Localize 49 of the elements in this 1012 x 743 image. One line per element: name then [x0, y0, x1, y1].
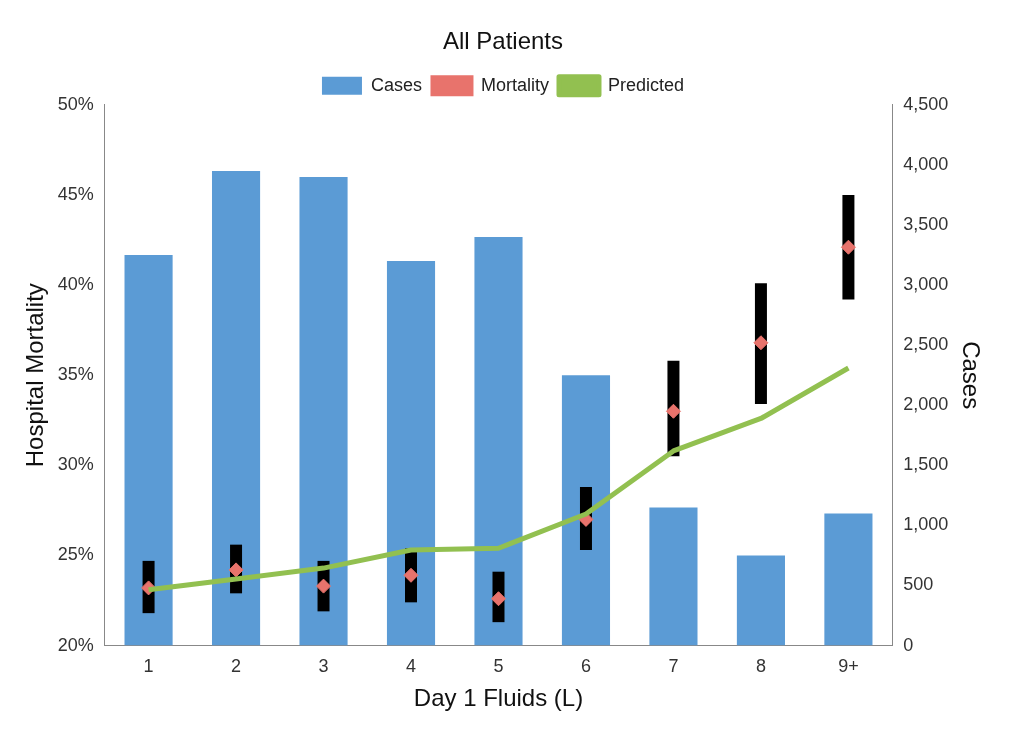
point [753, 335, 769, 351]
point [665, 403, 681, 419]
bar [124, 255, 173, 646]
y-tick-label: 40% [57, 274, 94, 295]
y-tick-label: 50% [57, 93, 94, 114]
y2-tick-label: 2,000 [903, 394, 949, 415]
y2-tick-label: 1,500 [903, 454, 949, 475]
point [840, 239, 856, 255]
y2-tick-label: 4,000 [903, 153, 949, 174]
x-tick-label: 9+ [838, 656, 859, 677]
y2-tick-label: 2,500 [903, 334, 949, 355]
bar [736, 555, 785, 646]
x-tick-label: 3 [318, 656, 329, 677]
point [403, 567, 419, 583]
bar [386, 261, 436, 646]
x-axis-title: Day 1 Fluids (L) [413, 684, 584, 712]
x-tick-label: 7 [668, 656, 679, 677]
y-axis-title: Hospital Mortality [21, 283, 49, 468]
bar [211, 170, 261, 646]
y2-tick-label: 1,000 [903, 514, 949, 535]
legend-label: Cases [370, 74, 422, 95]
x-tick-label: 1 [143, 656, 154, 677]
y2-tick-label: 4,500 [903, 93, 949, 114]
x-tick-label: 5 [493, 656, 504, 677]
point [228, 562, 244, 578]
y2-tick-label: 500 [903, 574, 934, 595]
y-tick-label: 35% [57, 364, 94, 385]
point [490, 591, 506, 607]
bar [824, 513, 873, 646]
y2-axis-title: Cases [957, 341, 985, 410]
bar [561, 375, 611, 646]
y-tick-label: 25% [57, 544, 94, 565]
x-tick-label: 8 [755, 656, 766, 677]
y-tick-label: 30% [57, 454, 94, 475]
legend-label: Predicted [607, 74, 685, 95]
x-tick-label: 2 [231, 656, 242, 677]
bar [474, 237, 523, 646]
y-tick-label: 20% [57, 634, 94, 655]
chart-title: All Patients [442, 27, 564, 55]
y2-tick-label: 3,500 [903, 213, 949, 234]
bar [299, 176, 348, 646]
y-tick-label: 45% [57, 183, 94, 204]
y2-tick-label: 0 [903, 634, 914, 655]
point [316, 578, 332, 594]
x-tick-label: 6 [580, 656, 591, 677]
y2-tick-label: 3,000 [903, 274, 949, 295]
x-tick-label: 4 [406, 656, 417, 677]
bar [649, 507, 698, 646]
legend-label: Mortality [480, 74, 549, 95]
